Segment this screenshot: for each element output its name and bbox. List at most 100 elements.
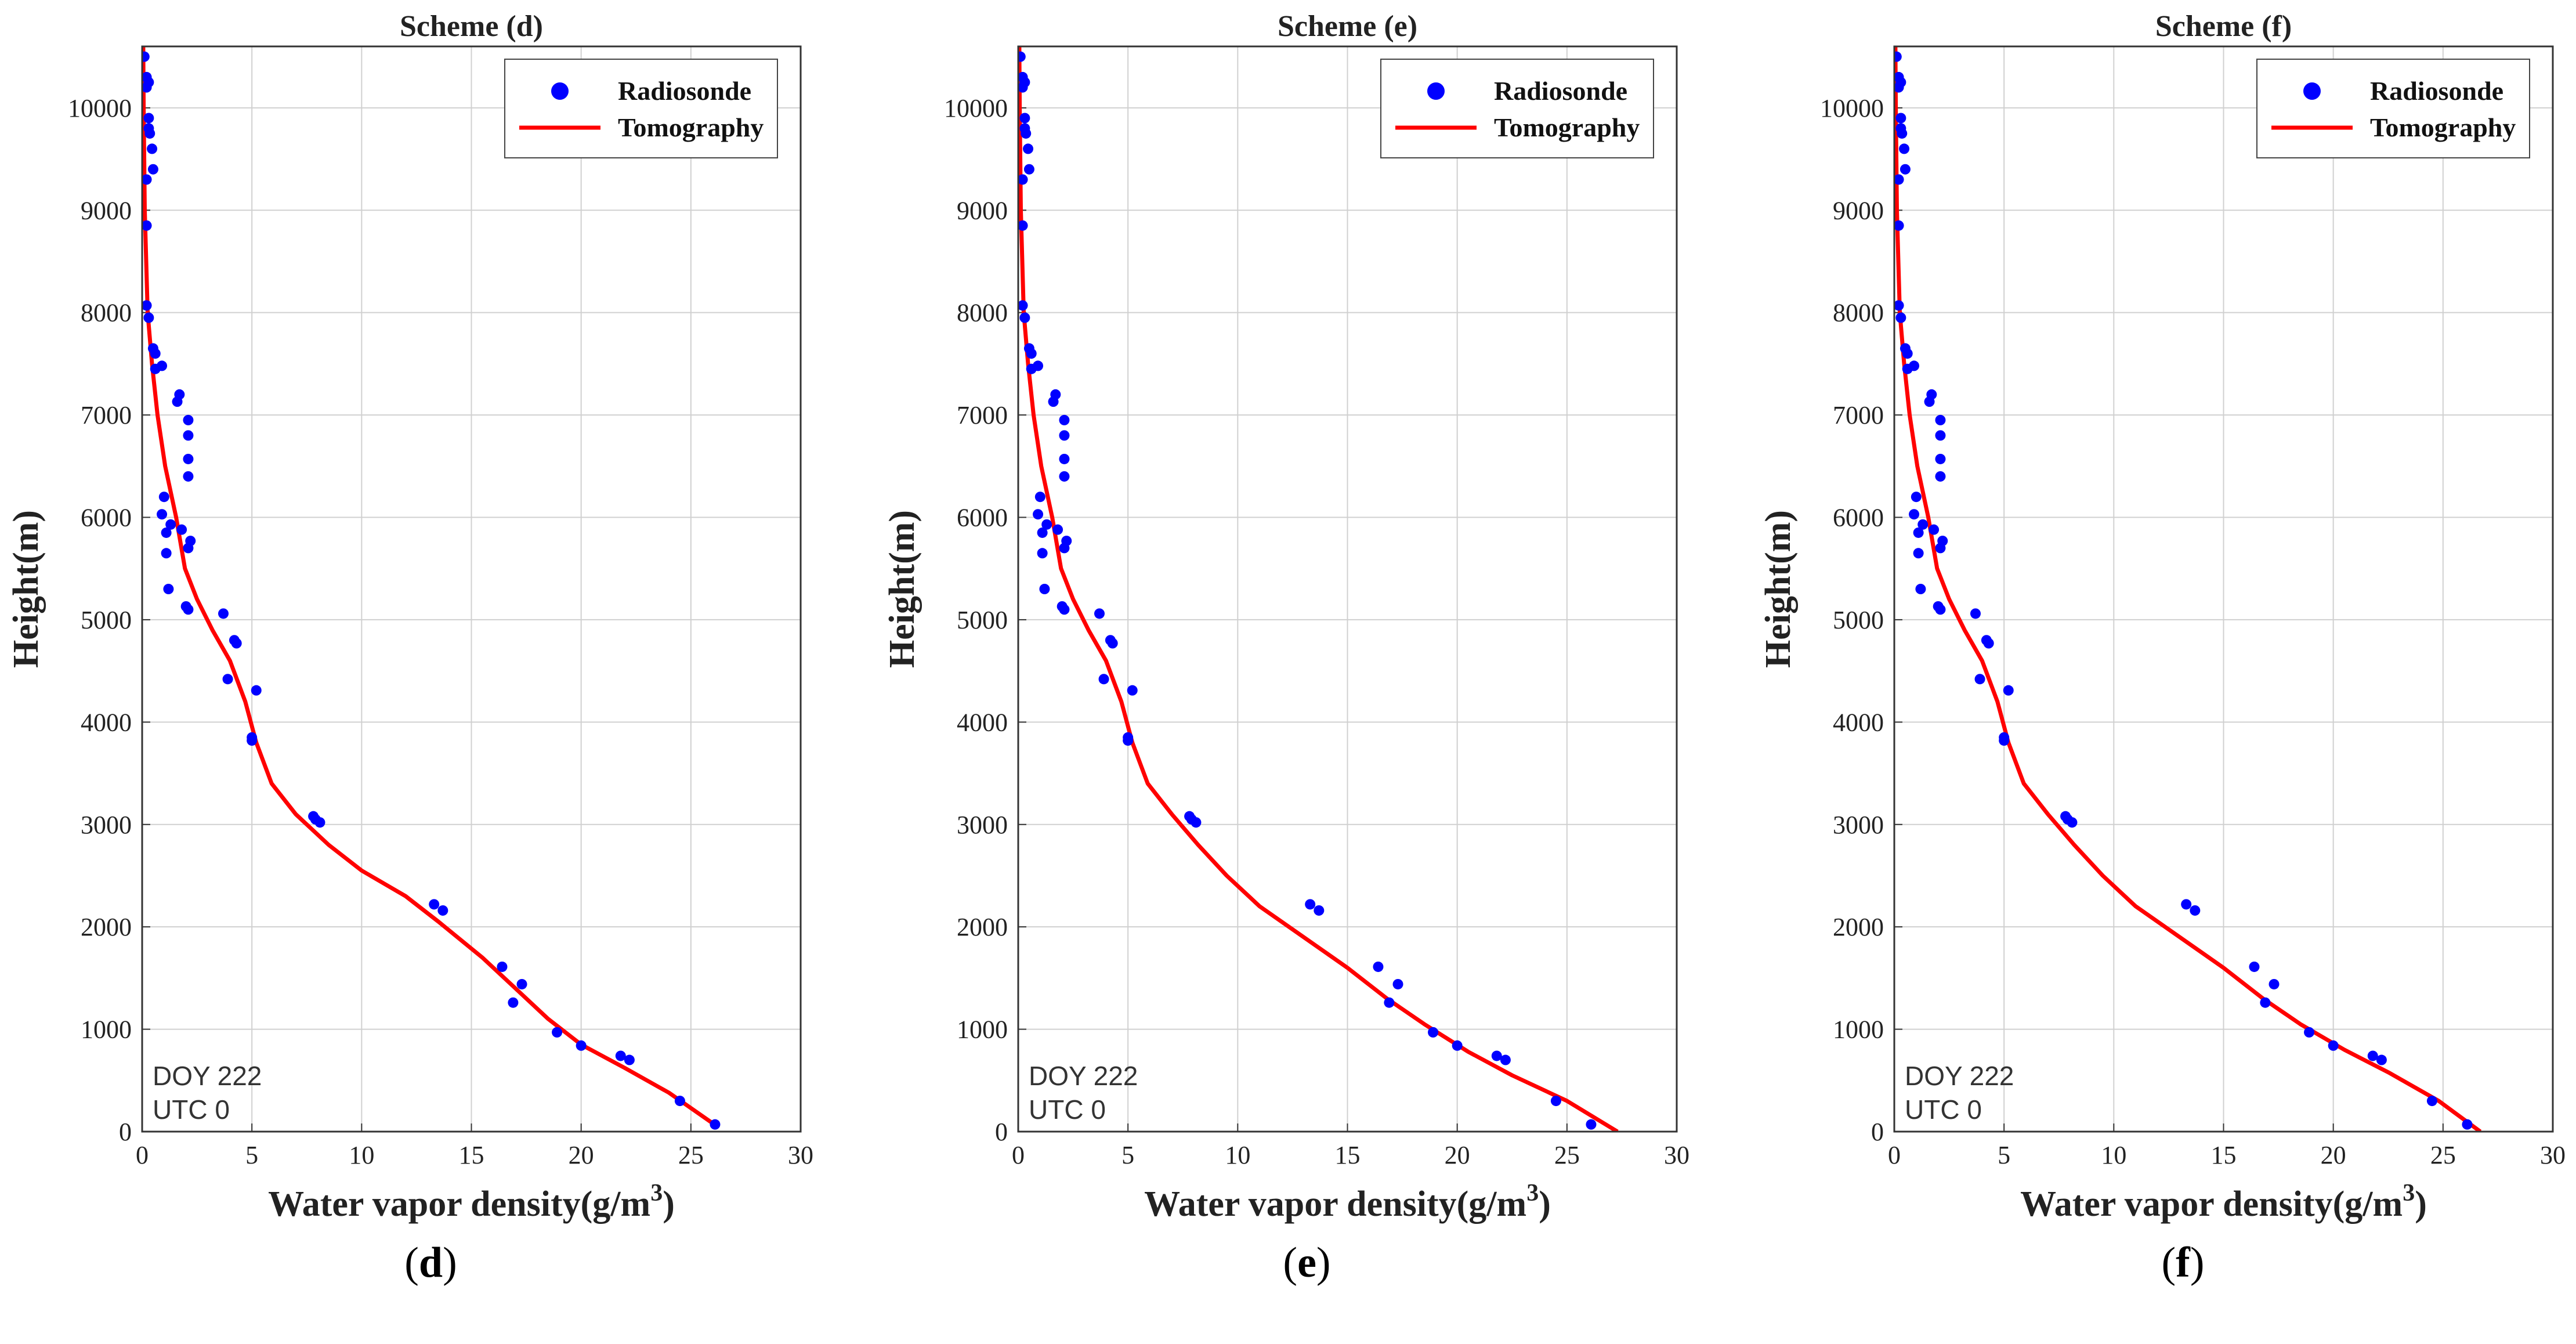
legend-radiosonde-label: Radiosonde: [618, 76, 751, 106]
radiosonde-point: [1107, 638, 1118, 649]
radiosonde-point: [1586, 1119, 1597, 1130]
radiosonde-point: [2367, 1050, 2378, 1061]
radiosonde-point: [1019, 113, 1030, 124]
radiosonde-point: [147, 143, 158, 154]
x-tick-label: 15: [2211, 1141, 2237, 1169]
panel-caption: (d): [404, 1239, 457, 1287]
radiosonde-point: [1019, 312, 1030, 323]
y-tick-label: 5000: [81, 606, 132, 634]
radiosonde-point: [2249, 961, 2260, 972]
x-axis-label: Water vapor density(g/m3): [1144, 1180, 1551, 1224]
radiosonde-point: [157, 360, 168, 371]
x-axis-label-close: ): [663, 1184, 675, 1224]
radiosonde-point: [1026, 348, 1037, 359]
annotation-utc: UTC 0: [1029, 1094, 1106, 1125]
x-tick-label: 10: [1225, 1141, 1250, 1169]
radiosonde-point: [1052, 524, 1063, 535]
radiosonde-point: [1018, 220, 1028, 231]
axes-box: [1017, 45, 1678, 1133]
radiosonde-point: [1935, 543, 1946, 554]
y-tick-label: 0: [1871, 1118, 1884, 1146]
radiosonde-points: [1018, 51, 1597, 1130]
radiosonde-point: [1935, 453, 1946, 464]
radiosonde-point: [2376, 1054, 2387, 1065]
y-tick-label: 3000: [81, 811, 132, 839]
x-tick-label: 5: [1998, 1141, 2010, 1169]
radiosonde-point: [1127, 685, 1138, 696]
y-tick-label: 0: [995, 1118, 1008, 1146]
x-axis-label-superscript: 3: [650, 1180, 663, 1206]
radiosonde-point: [251, 685, 262, 696]
radiosonde-point: [1373, 961, 1384, 972]
radiosonde-point: [1935, 604, 1946, 615]
radiosonde-point: [1023, 143, 1034, 154]
radiosonde-point: [1059, 414, 1070, 425]
radiosonde-point: [1894, 82, 1904, 93]
radiosonde-point: [172, 396, 183, 407]
y-tick-label: 1000: [957, 1016, 1008, 1044]
radiosonde-point: [1037, 548, 1048, 559]
y-tick-label: 2000: [81, 913, 132, 941]
radiosonde-point: [1305, 899, 1316, 910]
x-tick-label: 0: [1012, 1141, 1025, 1169]
panel-caption-close: ): [2190, 1239, 2205, 1287]
radiosonde-point: [1314, 905, 1325, 916]
radiosonde-point: [1041, 519, 1052, 530]
radiosonde-point: [1059, 604, 1070, 615]
y-tick-label: 6000: [957, 504, 1008, 532]
radiosonde-point: [2003, 685, 2014, 696]
x-tick-label: 15: [1335, 1141, 1361, 1169]
radiosonde-point: [1021, 128, 1032, 139]
radiosonde-point: [143, 312, 154, 323]
y-tick-label: 4000: [81, 708, 132, 736]
legend-radiosonde-marker: [551, 82, 569, 100]
radiosonde-points: [1894, 51, 2473, 1130]
chart-title: Scheme (f): [2155, 10, 2292, 43]
radiosonde-point: [142, 220, 152, 231]
radiosonde-point: [222, 674, 233, 685]
radiosonde-point: [1452, 1040, 1463, 1051]
panel-caption-open: (: [2162, 1239, 2176, 1287]
y-tick-label: 4000: [1833, 708, 1884, 736]
radiosonde-point: [1983, 638, 1994, 649]
y-tick-label: 6000: [81, 504, 132, 532]
radiosonde-point: [231, 638, 242, 649]
radiosonde-point: [1935, 471, 1946, 482]
radiosonde-point: [1915, 584, 1926, 594]
radiosonde-point: [1550, 1096, 1561, 1107]
chart-panel-d: 0 5 10 15 20 25 30 0 1000 2000 3000 4000 5000 6000 700…: [6, 10, 813, 1287]
x-axis-label-text: Water vapor density(g/m: [2020, 1184, 2403, 1224]
radiosonde-point: [1491, 1050, 1502, 1061]
radiosonde-point: [147, 164, 158, 175]
legend-tomography-label: Tomography: [618, 113, 764, 142]
legend: Radiosonde Tomography: [504, 59, 778, 158]
annotation-utc: UTC 0: [153, 1094, 230, 1125]
y-tick-label: 9000: [957, 196, 1008, 225]
x-axis-label-close: ): [1539, 1184, 1551, 1224]
radiosonde-point: [1909, 360, 1920, 371]
x-tick-label: 0: [136, 1141, 149, 1169]
panel-caption-open: (: [404, 1239, 419, 1287]
y-tick-label: 2000: [1833, 913, 1884, 941]
radiosonde-point: [176, 524, 187, 535]
radiosonde-point: [158, 492, 169, 503]
radiosonde-point: [1895, 312, 1906, 323]
y-tick-label: 10000: [68, 94, 132, 122]
radiosonde-point: [1059, 453, 1070, 464]
panel-caption: (f): [2162, 1239, 2205, 1287]
x-tick-label: 20: [1445, 1141, 1470, 1169]
y-tick-label: 7000: [1833, 401, 1884, 429]
radiosonde-point: [183, 471, 194, 482]
radiosonde-point: [2269, 978, 2280, 989]
chart-panel-e: 0 5 10 15 20 25 30 0 1000 2000 3000 4000 5000 6000 700…: [882, 10, 1689, 1287]
radiosonde-point: [144, 128, 155, 139]
radiosonde-point: [218, 608, 229, 619]
radiosonde-point: [1895, 113, 1906, 124]
radiosonde-point: [1924, 396, 1935, 407]
radiosonde-point: [1935, 414, 1946, 425]
x-tick-label: 25: [1554, 1141, 1580, 1169]
radiosonde-point: [1894, 220, 1904, 231]
y-axis-label: Height(m): [1759, 510, 1798, 668]
x-axis-label: Water vapor density(g/m3): [2020, 1180, 2427, 1224]
